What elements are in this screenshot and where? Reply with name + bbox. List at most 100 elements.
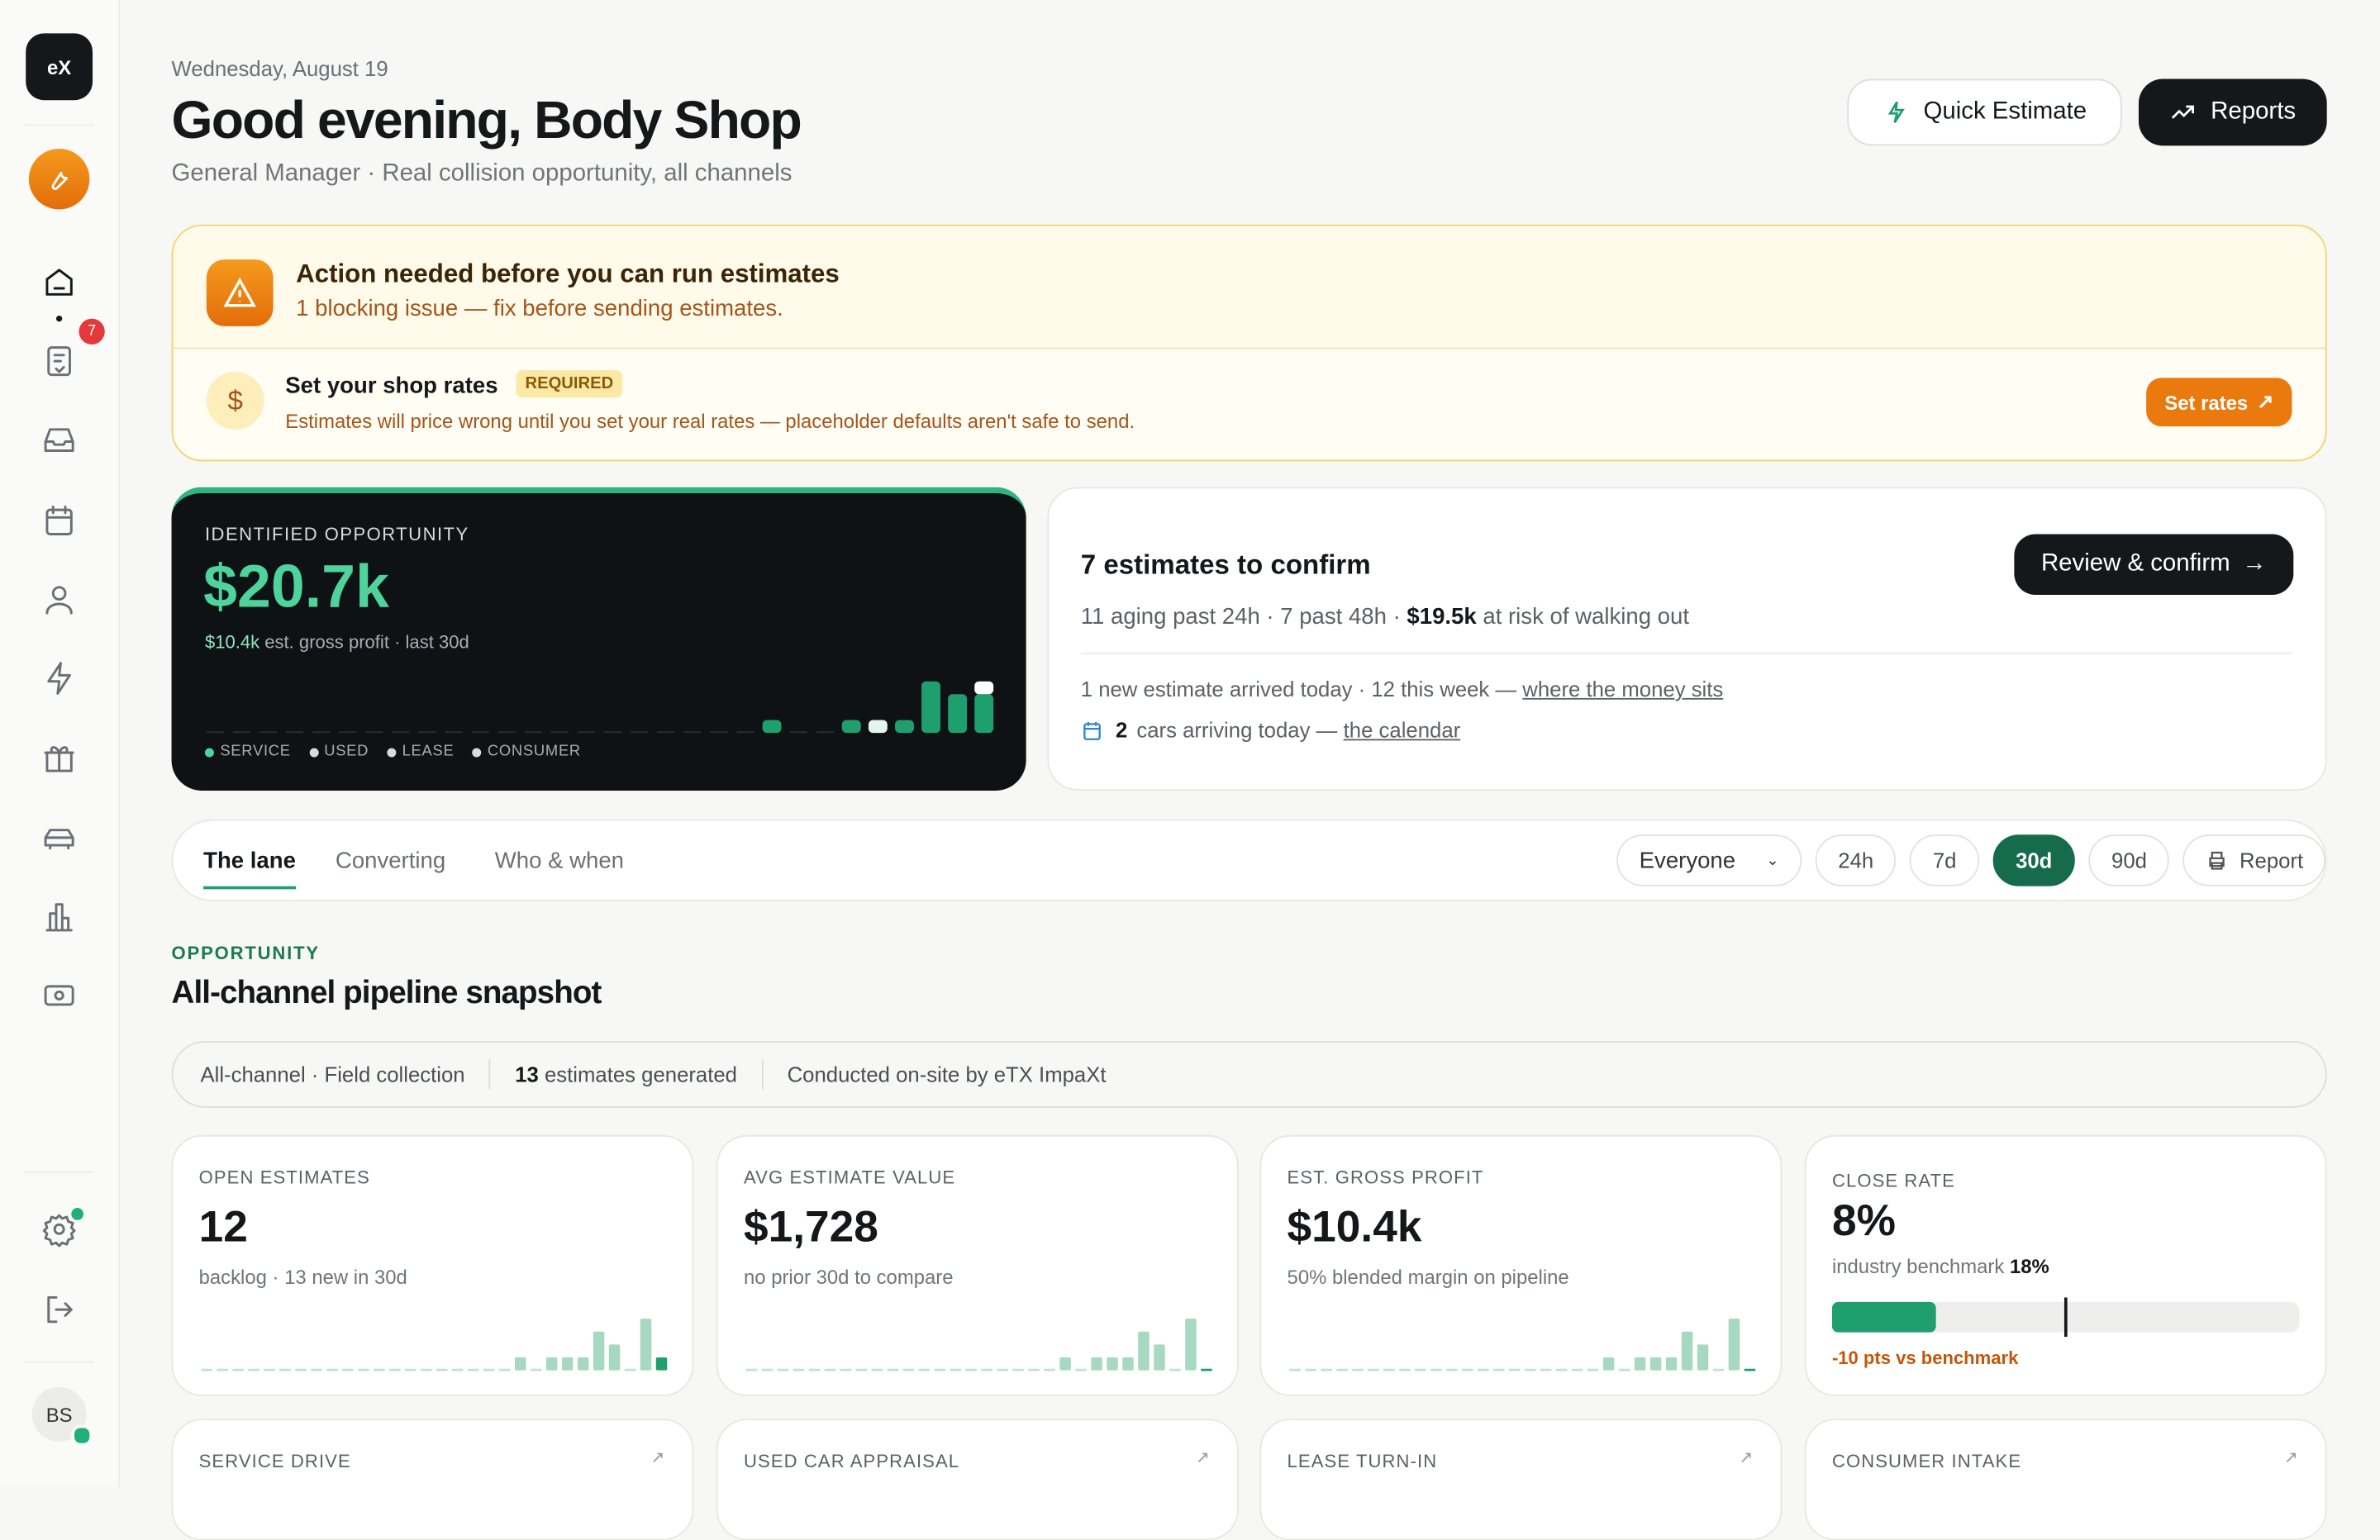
opp-note: est. gross profit · last 30d (264, 631, 469, 653)
benchmark-marker (2063, 1297, 2068, 1338)
bar-segment (948, 694, 968, 734)
inbox-icon (44, 428, 74, 452)
channel-card[interactable]: USED CAR APPRAISAL ↗ (716, 1419, 1239, 1540)
baseline-dash (358, 1368, 369, 1371)
text: industry benchmark (1831, 1254, 2005, 1278)
spark-bar (1697, 1344, 1709, 1371)
baseline-dash (808, 1368, 821, 1371)
chevron: ⌄ (1766, 852, 1779, 869)
nav-billing[interactable] (41, 977, 78, 1014)
nav-estimates[interactable] (41, 343, 78, 379)
spark-bar (1681, 1331, 1693, 1371)
tab[interactable]: Who & when (494, 848, 624, 874)
tab-active[interactable]: The lane (203, 848, 296, 890)
baseline-dash (452, 1368, 464, 1371)
tab[interactable]: Converting (335, 848, 446, 874)
channel-card[interactable]: SERVICE DRIVE ↗ (171, 1419, 694, 1540)
app: eX 7 BS Wednesday, August 19 Good evenin… (24, 0, 2327, 1540)
review-button[interactable]: Review & confirm → (2014, 534, 2294, 596)
logo[interactable]: eX (26, 33, 93, 101)
quick-estimate-button[interactable]: Quick Estimate (1847, 78, 2122, 146)
spark-bar (1185, 1319, 1197, 1371)
nav-calendar[interactable] (41, 502, 78, 539)
baseline-dash (1446, 1368, 1458, 1371)
baseline-dash (248, 1368, 259, 1371)
money-link[interactable]: where the money sits (1522, 677, 1724, 701)
delta: -10 pts vs benchmark (1831, 1348, 2019, 1369)
calendar-icon (1083, 721, 1101, 739)
gear-icon (42, 1214, 76, 1248)
range[interactable]: 24h (1815, 834, 1897, 886)
sparkline (201, 1319, 668, 1371)
range-active[interactable]: 30d (1992, 834, 2075, 886)
baseline-dash (816, 731, 834, 734)
baseline-dash (997, 1368, 1008, 1371)
page: eX 7 BS Wednesday, August 19 Good evenin… (24, 0, 2327, 1540)
confirm-card: 7 estimates to confirm Review & confirm →… (1047, 487, 2327, 791)
baseline-dash (498, 1368, 511, 1371)
filters: Everyone ⌄ 24h 7d 30d 90d Report (1616, 834, 2326, 886)
baseline-dash (1305, 1368, 1316, 1371)
baseline-dash (1493, 1368, 1505, 1371)
report-button[interactable]: Report (2182, 834, 2326, 886)
alert-head (173, 226, 2325, 349)
legend-label: CONSUMER (487, 744, 581, 761)
legend-label: USED (324, 744, 369, 761)
baseline-dash (965, 1368, 977, 1371)
nav-vehicles[interactable] (41, 820, 78, 856)
baseline-dash (201, 1368, 212, 1371)
baseline-dash (1321, 1368, 1332, 1371)
bar-segment (974, 681, 994, 695)
baseline-dash (1478, 1368, 1489, 1371)
baseline-dash (631, 731, 649, 734)
nav-people[interactable] (41, 581, 78, 617)
spark-bar (1107, 1357, 1118, 1371)
nav-logout[interactable] (41, 1291, 78, 1328)
range[interactable]: 7d (1910, 834, 1979, 886)
sparkline (745, 1319, 1212, 1371)
baseline-dash (624, 1368, 636, 1371)
nav-stats[interactable] (41, 898, 78, 934)
baseline-dash (1368, 1368, 1379, 1371)
opp-profit-line: $10.4k est. gross profit · last 30d (205, 631, 469, 653)
baseline-dash (871, 1368, 883, 1371)
bar-segment (868, 720, 888, 734)
nav-gifts[interactable] (41, 739, 78, 775)
people-select[interactable]: Everyone ⌄ (1616, 834, 1802, 886)
set-rates-button[interactable]: Set rates ↗ (2146, 378, 2292, 427)
money-icon (44, 985, 74, 1006)
baseline-dash (683, 731, 702, 734)
nav-settings[interactable] (41, 1211, 78, 1248)
tools-button[interactable] (28, 149, 90, 210)
required-tag: REQUIRED (516, 370, 623, 398)
opp-chart (206, 681, 994, 734)
baseline-dash (657, 731, 675, 734)
kpi-note: no prior 30d to compare (744, 1265, 954, 1289)
spark-bar (545, 1357, 558, 1371)
baseline-dash (918, 1368, 931, 1371)
baseline-dash (934, 1368, 945, 1371)
channel-card[interactable]: LEASE TURN-IN ↗ (1259, 1419, 1783, 1540)
legend-dot (204, 747, 214, 757)
badge: 7 (79, 318, 105, 345)
baseline-dash (1555, 1368, 1568, 1371)
spark-bar (1138, 1331, 1150, 1371)
divider (24, 1361, 94, 1363)
nav-inbox[interactable] (41, 422, 78, 459)
channel-label: USED CAR APPRAISAL (744, 1450, 960, 1472)
nav-home[interactable] (41, 264, 78, 301)
calendar-link[interactable]: the calendar (1343, 717, 1461, 743)
label: Quick Estimate (1923, 98, 2087, 125)
range[interactable]: 90d (2088, 834, 2170, 886)
baseline-dash (497, 731, 516, 734)
baseline-dash (745, 1368, 758, 1371)
baseline-dash (824, 1368, 836, 1371)
confirm-line3: 2 cars arriving today — the calendar (1081, 718, 1460, 742)
baseline-dash (311, 1368, 322, 1371)
legend-label: SERVICE (220, 744, 291, 761)
reports-button[interactable]: Reports (2138, 78, 2327, 146)
kpi-value: $10.4k (1287, 1203, 1422, 1252)
channel-card[interactable]: CONSUMER INTAKE ↗ (1804, 1419, 2327, 1540)
baseline-dash (286, 731, 304, 734)
nav-quick[interactable] (41, 660, 78, 696)
